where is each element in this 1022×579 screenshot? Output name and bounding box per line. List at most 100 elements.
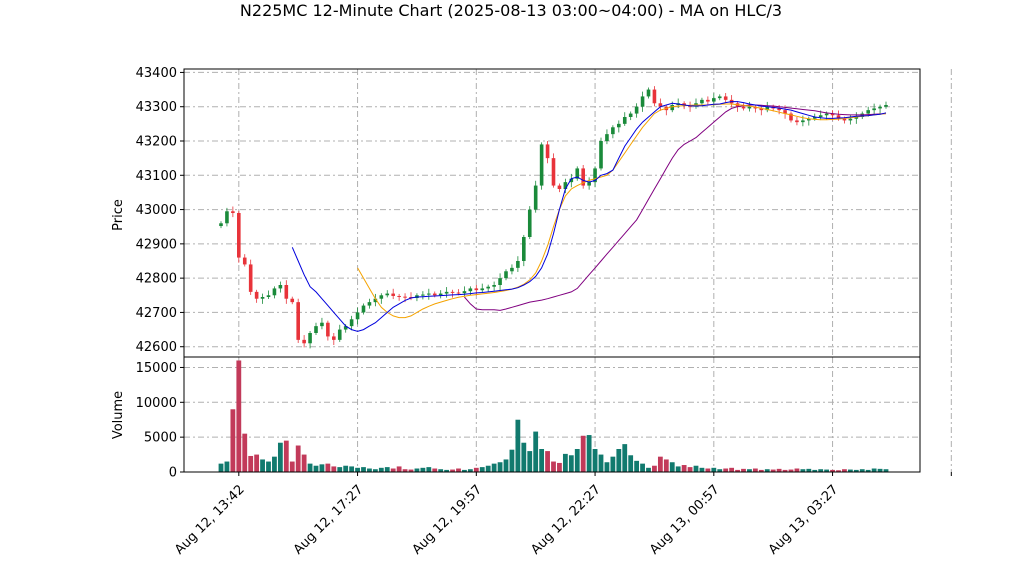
volume-bar bbox=[853, 469, 859, 472]
candle-body bbox=[510, 267, 514, 272]
price-axis-ticks: 42600 42700 42800 42900 43000 43100 43200 43300… bbox=[136, 66, 184, 355]
candle-body bbox=[747, 106, 752, 109]
candle-body bbox=[818, 115, 823, 117]
volume-bar bbox=[598, 454, 604, 472]
volume-bar bbox=[669, 462, 675, 472]
volume-bar bbox=[663, 459, 669, 472]
volume-bar bbox=[604, 462, 610, 472]
candle-body bbox=[646, 89, 651, 97]
volume-bar bbox=[260, 459, 265, 472]
volume-bar bbox=[717, 469, 723, 472]
volume-bar bbox=[384, 467, 390, 472]
candle-body bbox=[468, 288, 473, 292]
candle-body bbox=[587, 182, 591, 186]
volume-bar bbox=[693, 465, 699, 472]
candle-body bbox=[551, 158, 556, 186]
volume-bar bbox=[349, 466, 355, 472]
candle-body bbox=[480, 288, 485, 291]
candle-body bbox=[296, 302, 300, 340]
candle-body bbox=[260, 297, 265, 299]
volume-bar bbox=[266, 461, 271, 472]
volume-bar bbox=[562, 453, 568, 472]
candle-body bbox=[527, 209, 532, 237]
candle-body bbox=[278, 285, 283, 289]
x-tick-label: Aug 13, 03:27 bbox=[766, 482, 842, 558]
candle-body bbox=[611, 127, 615, 135]
volume-bar bbox=[355, 467, 360, 472]
candle-body bbox=[332, 336, 336, 340]
volume-bar bbox=[402, 469, 408, 472]
candle-body bbox=[872, 108, 876, 111]
x-tick-label: Aug 12, 22:27 bbox=[528, 482, 604, 558]
volume-bar bbox=[764, 469, 770, 472]
volume-bar bbox=[646, 467, 651, 472]
volume-bar bbox=[752, 468, 758, 472]
volume-bar bbox=[723, 468, 729, 472]
volume-bar bbox=[420, 467, 426, 472]
x-tick-label: Aug 13, 00:57 bbox=[647, 482, 723, 558]
candle-body bbox=[355, 312, 360, 320]
candle-body bbox=[403, 296, 407, 298]
volume-bar bbox=[824, 469, 830, 472]
price-tick-label: 42700 bbox=[136, 306, 177, 321]
candle-body bbox=[557, 185, 562, 189]
candle-body bbox=[777, 108, 781, 111]
candle-body bbox=[456, 292, 461, 294]
volume-bar bbox=[622, 444, 628, 472]
volume-bar bbox=[610, 456, 616, 472]
candle-body bbox=[379, 295, 384, 299]
volume-bar bbox=[236, 360, 242, 472]
volume-bar bbox=[444, 469, 450, 472]
volume-bar bbox=[699, 467, 705, 472]
candle-body bbox=[492, 285, 496, 287]
volume-bar bbox=[462, 469, 467, 472]
candle-body bbox=[539, 144, 544, 186]
volume-bar bbox=[533, 431, 539, 472]
volume-bar bbox=[782, 469, 788, 472]
candle-body bbox=[290, 298, 295, 303]
candle-body bbox=[219, 223, 223, 227]
candle-body bbox=[842, 118, 847, 121]
candle-body bbox=[397, 295, 401, 297]
candle-body bbox=[575, 168, 580, 179]
candle-body bbox=[634, 106, 639, 114]
candle-body bbox=[581, 168, 585, 186]
candle-body bbox=[807, 118, 811, 121]
candle-body bbox=[824, 113, 829, 116]
volume-bar bbox=[218, 463, 224, 472]
volume-bar bbox=[491, 463, 497, 472]
volume-bar bbox=[557, 462, 562, 472]
volume-bar bbox=[687, 467, 693, 472]
price-tick-label: 43100 bbox=[136, 169, 177, 184]
candle-body bbox=[361, 305, 366, 313]
candle-body bbox=[516, 261, 520, 268]
candle-body bbox=[706, 99, 710, 102]
candle-body bbox=[712, 98, 716, 102]
candle-body bbox=[884, 105, 888, 107]
volume-bar bbox=[277, 442, 283, 472]
volume-bar bbox=[248, 455, 254, 472]
volume-bar bbox=[361, 467, 366, 472]
volume-bar bbox=[883, 469, 889, 472]
volume-bar bbox=[741, 468, 746, 472]
candle-body bbox=[343, 326, 348, 330]
volume-bar bbox=[758, 469, 764, 472]
candle-body bbox=[830, 113, 835, 116]
candle-body bbox=[563, 182, 568, 189]
candle-body bbox=[231, 211, 235, 213]
volume-tick-label: 0 bbox=[169, 466, 177, 481]
volume-bar bbox=[503, 459, 509, 472]
volume-bars bbox=[218, 360, 889, 472]
volume-bar bbox=[432, 468, 438, 472]
candle-body bbox=[367, 302, 372, 306]
price-tick-label: 43300 bbox=[136, 100, 177, 115]
volume-bar bbox=[485, 465, 491, 472]
volume-bar bbox=[414, 468, 420, 472]
ma-mid-line bbox=[357, 103, 887, 319]
volume-bar bbox=[301, 454, 307, 472]
volume-bar bbox=[871, 468, 877, 472]
volume-bar bbox=[343, 465, 349, 472]
volume-axis-ticks: 0 5000 10000 15000 bbox=[136, 361, 184, 481]
volume-bar bbox=[467, 469, 473, 472]
